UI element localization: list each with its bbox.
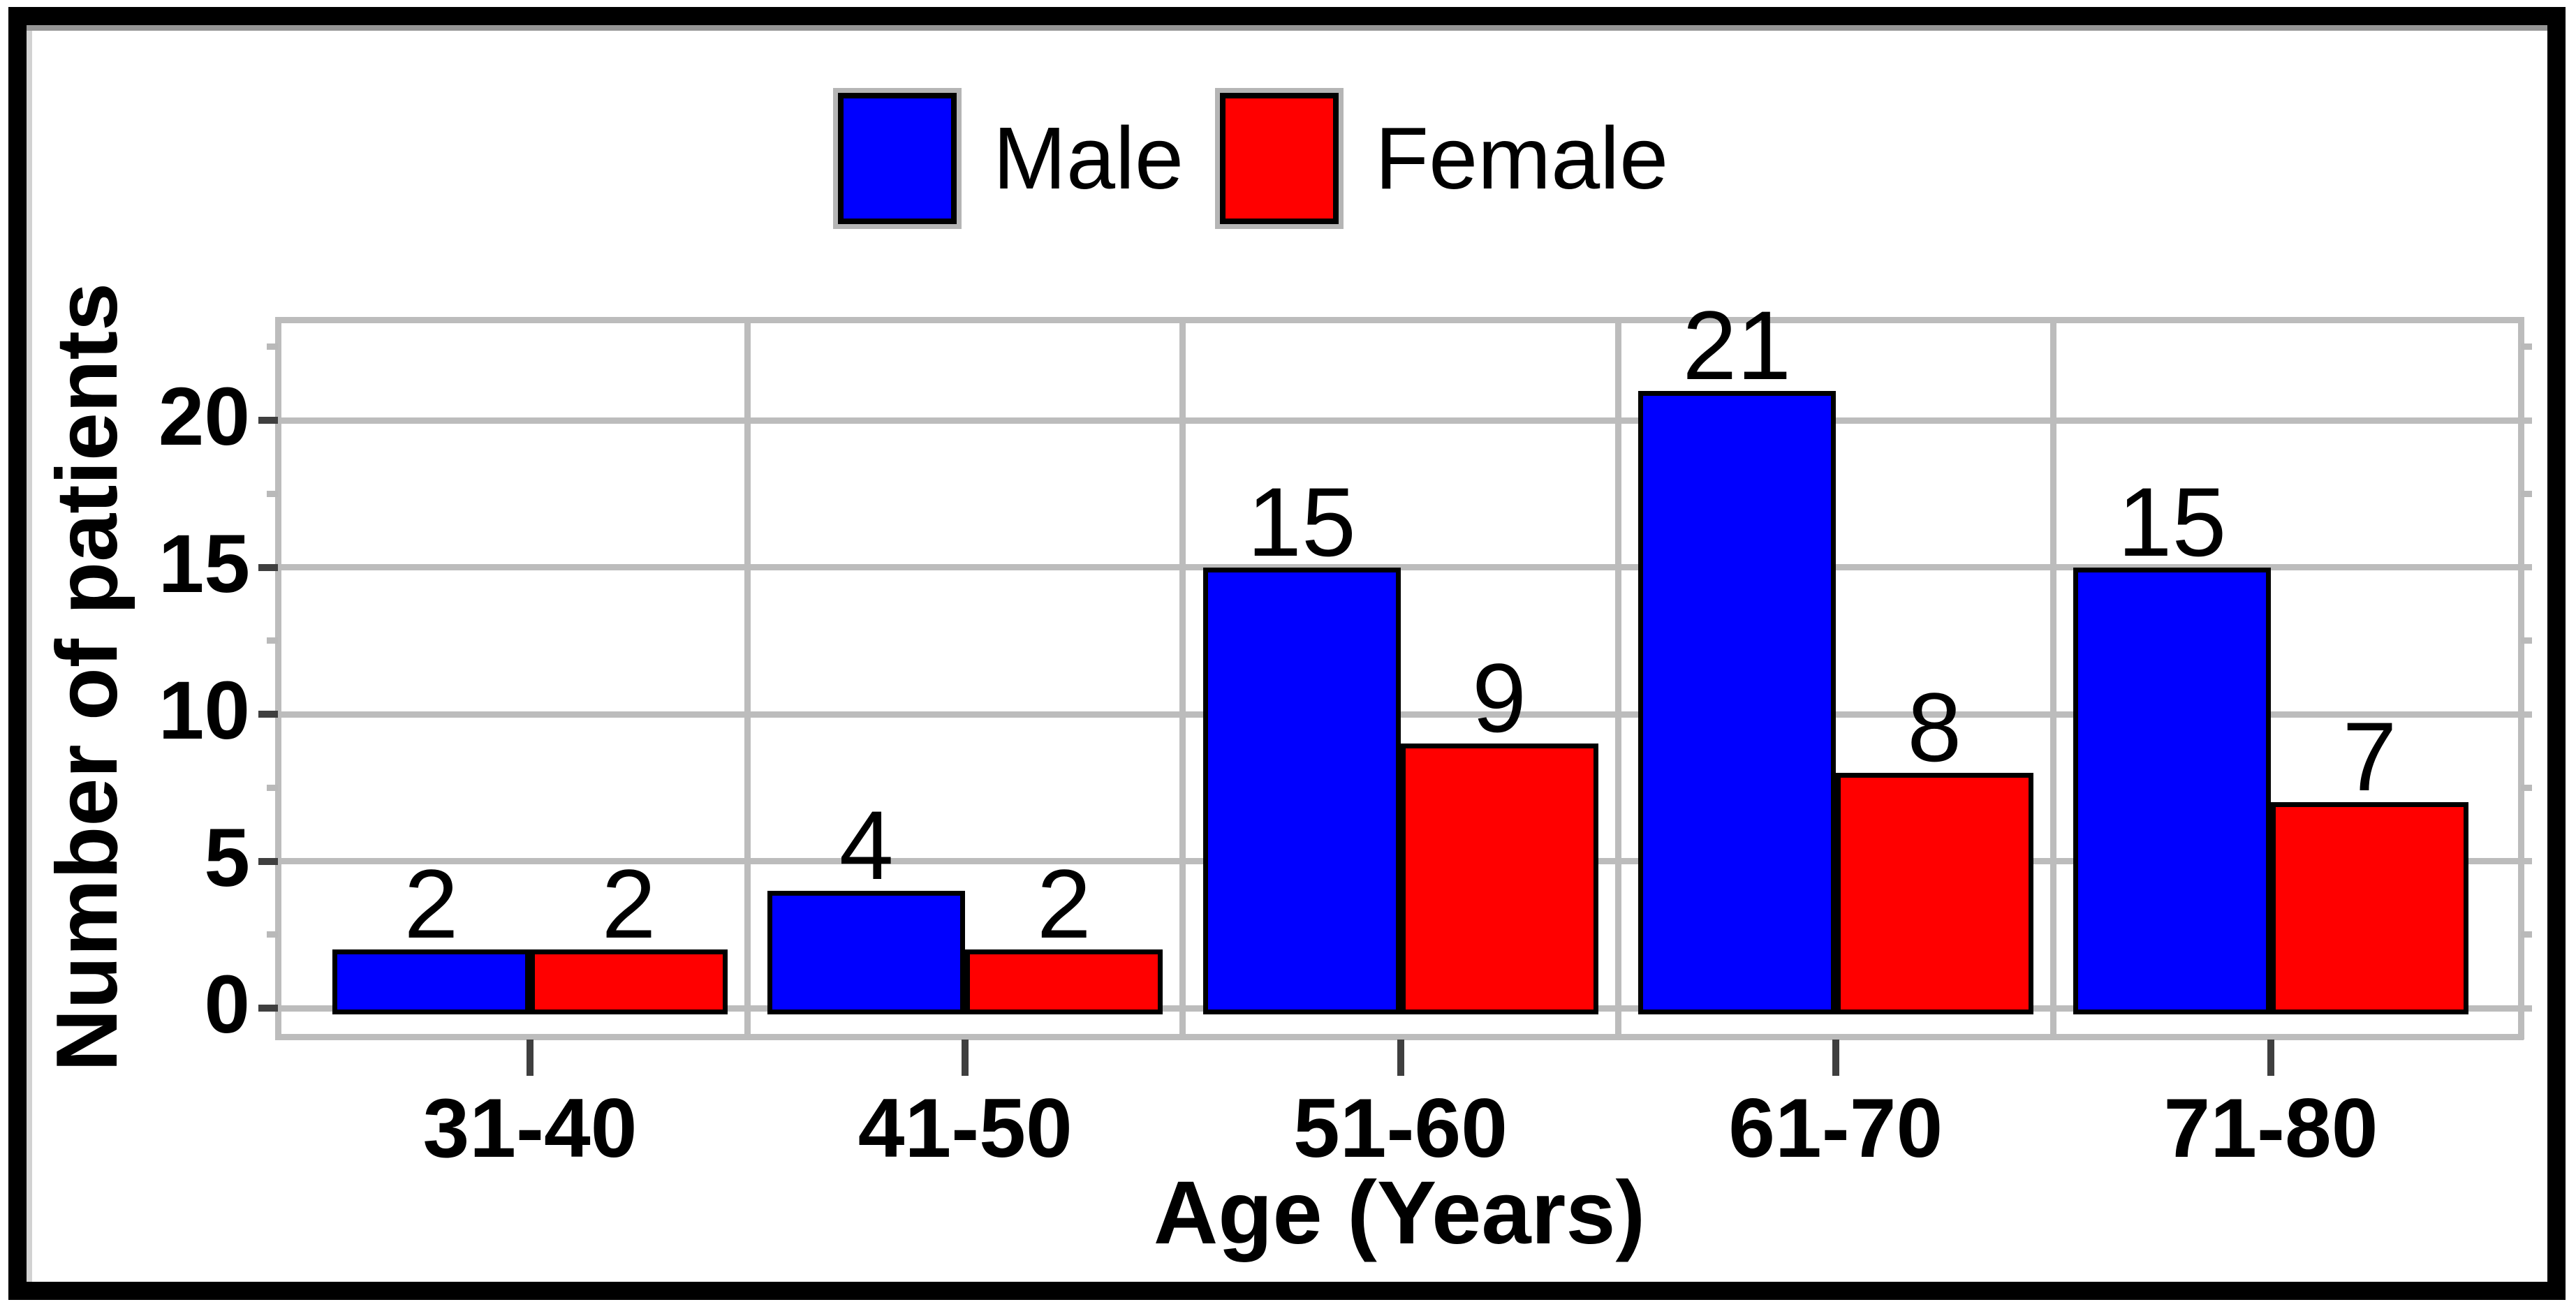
bar-female-31-40 — [530, 949, 728, 1014]
y-axis-tick — [258, 563, 278, 571]
bar-value-label: 2 — [601, 848, 656, 959]
bar-male-71-80 — [2073, 567, 2271, 1014]
bar-value-label: 9 — [1472, 643, 1526, 753]
minor-tick-right — [2521, 490, 2532, 497]
minor-tick-left — [267, 637, 278, 644]
x-axis-tick — [527, 1040, 533, 1076]
bar-female-51-60 — [1400, 744, 1598, 1014]
x-axis-tick — [962, 1040, 969, 1076]
bar-value-label: 7 — [2342, 702, 2397, 812]
minor-tick-left — [267, 490, 278, 497]
plot-border-bottom — [275, 1033, 2524, 1040]
plot-area: 0 5 10 15 20 2 4 15 21 15 2 2 9 8 7 31-40 41-50 51-60 61-7… — [159, 296, 2532, 1170]
gridline-category-boundary — [1179, 320, 1186, 1037]
minor-tick-right — [2521, 637, 2532, 644]
bar-value-label: 21 — [1682, 290, 1792, 400]
minor-tick-right — [2521, 784, 2532, 791]
bar-female-41-50 — [965, 949, 1163, 1014]
bar-female-71-80 — [2271, 802, 2468, 1014]
bar-value-label: 2 — [404, 848, 459, 959]
bar-male-51-60 — [1202, 567, 1401, 1014]
legend-swatch-male — [838, 93, 957, 224]
gridline-y-20 — [275, 417, 2532, 424]
legend-label-female: Female — [1375, 109, 1669, 207]
x-tick-label: 31-40 — [422, 1081, 638, 1175]
gridline-category-boundary — [1614, 320, 1621, 1037]
x-tick-label: 71-80 — [2163, 1081, 2378, 1175]
legend: Male Female — [838, 87, 1668, 230]
bar-value-label: 4 — [839, 790, 894, 900]
plot-border-right — [2517, 317, 2524, 1040]
bar-value-label: 8 — [1907, 672, 1962, 783]
y-axis-tick — [258, 1005, 278, 1012]
bar-value-label: 15 — [2117, 466, 2227, 577]
minor-tick-left — [267, 343, 278, 350]
y-tick-label: 15 — [158, 517, 250, 610]
y-axis-tick — [258, 711, 278, 718]
y-axis-tick — [258, 417, 278, 424]
bar-male-61-70 — [1637, 390, 1836, 1014]
gridline-y-15 — [275, 564, 2532, 570]
minor-tick-right — [2521, 931, 2532, 938]
y-tick-label: 20 — [158, 371, 250, 463]
gridline-category-boundary — [2049, 320, 2056, 1037]
x-axis-tick — [1397, 1040, 1404, 1076]
x-axis-tick — [2267, 1040, 2274, 1076]
legend-swatch-female — [1220, 93, 1339, 224]
x-tick-label: 61-70 — [1728, 1081, 1943, 1175]
minor-tick-left — [267, 931, 278, 938]
gridline-category-boundary — [744, 320, 751, 1037]
bar-value-label: 15 — [1247, 466, 1356, 577]
y-tick-label: 5 — [204, 811, 250, 904]
x-axis-tick — [1832, 1040, 1839, 1076]
bar-male-41-50 — [767, 890, 966, 1014]
legend-label-male: Male — [993, 109, 1184, 207]
minor-tick-right — [2521, 343, 2532, 350]
x-axis-title: Age (Years) — [1153, 1163, 1646, 1263]
gridline-y-10 — [275, 711, 2532, 718]
plot-border-left — [275, 317, 281, 1040]
bar-male-31-40 — [332, 949, 530, 1014]
minor-tick-left — [267, 784, 278, 791]
bar-female-61-70 — [1835, 773, 2033, 1014]
x-tick-label: 51-60 — [1293, 1081, 1508, 1175]
x-tick-label: 41-50 — [858, 1081, 1073, 1175]
y-tick-label: 0 — [204, 959, 250, 1051]
bar-value-label: 2 — [1036, 848, 1091, 959]
plot-border-top — [275, 317, 2524, 323]
y-axis-tick — [258, 857, 278, 865]
y-tick-label: 10 — [158, 665, 250, 757]
